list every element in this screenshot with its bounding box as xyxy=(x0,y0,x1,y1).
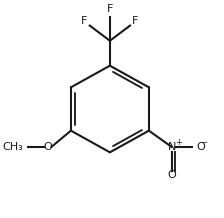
Text: F: F xyxy=(81,16,88,26)
Text: F: F xyxy=(107,4,113,14)
Text: −: − xyxy=(200,138,207,147)
Text: N: N xyxy=(168,142,176,152)
Text: +: + xyxy=(175,138,182,147)
Text: O: O xyxy=(44,142,53,152)
Text: CH₃: CH₃ xyxy=(2,142,23,152)
Text: F: F xyxy=(132,16,138,26)
Text: O: O xyxy=(196,142,205,152)
Text: O: O xyxy=(167,170,176,180)
